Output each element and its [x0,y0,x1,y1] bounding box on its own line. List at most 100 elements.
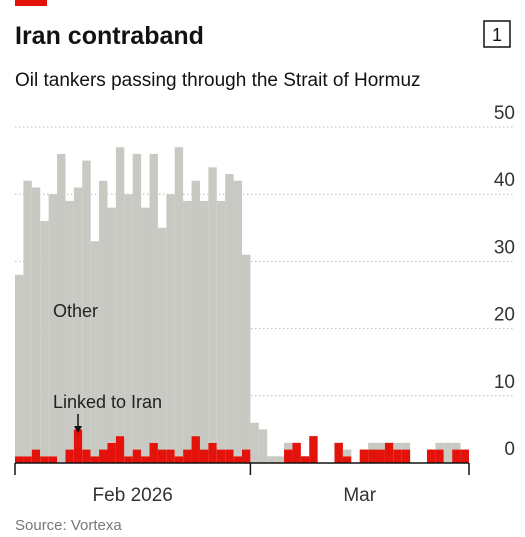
bar-segment [191,436,200,463]
bar-segment [460,449,469,463]
bar-segment [23,456,32,463]
bar-segment [82,160,91,450]
bar-segment [376,442,385,450]
bar-segment [393,442,402,450]
bar-segment [166,194,175,450]
bar-segment [166,449,175,463]
source: Source: Vortexa [15,517,122,534]
bar-segment [149,153,158,443]
y-tick-label: 10 [494,372,515,393]
bar-segment [174,147,184,457]
bar-segment [73,187,83,430]
bar-segment [300,456,310,463]
bar-segment [65,449,74,463]
series-label: Linked to Iran [53,392,162,412]
annotation-arrowhead [74,426,82,433]
bar-segment [242,449,251,463]
bar-segment [401,442,411,450]
bar-segment [376,449,385,463]
bar-segment [124,456,133,463]
x-tick-label: Feb 2026 [93,485,173,506]
bar-segment [275,456,285,463]
bar-segment [174,456,184,463]
bar-segment [284,442,293,450]
chart-title: Iran contraband [15,22,204,50]
bar-segment [368,442,377,450]
bar-segment [267,456,276,463]
bar-segment [199,200,209,450]
bar-segment [216,449,226,463]
bar-segment [435,449,444,463]
bar-segment [124,194,133,457]
bar-segment [452,442,461,450]
bar-segment [359,449,369,463]
bar-segment [225,174,234,450]
bar-segment [132,449,142,463]
bar-segment [342,449,352,457]
bar-segment [199,449,209,463]
bar-segment [157,227,167,450]
y-tick-label: 50 [494,103,515,124]
bar-segment [384,442,394,463]
bar-segment [141,207,150,457]
bar-segment [99,449,108,463]
bar-segment [292,442,301,463]
bar-segment [15,456,24,463]
bar-segment [183,200,192,450]
chart-number-box [483,20,511,48]
bar-segment [216,200,226,450]
y-tick-label: 0 [504,439,515,460]
bar-segment [368,449,377,463]
bar-segment [107,207,116,443]
bar-segment [309,436,318,463]
bar-segment [452,449,461,463]
bar-segment [233,180,242,457]
bar-segment [183,449,192,463]
bar-segment [334,442,343,463]
y-tick-label: 20 [494,305,515,326]
bar-segment [107,442,116,463]
bar-segment [233,456,242,463]
bar-segment [149,442,158,463]
bar-segment [15,274,24,457]
brand-tag [15,0,47,6]
bar-segment [132,153,142,450]
bar-segment [342,456,352,463]
y-tick-label: 40 [494,170,515,191]
bar-segment [115,436,125,463]
bar-segment [284,449,293,463]
bar-segment [426,449,436,463]
bar-segment [48,456,58,463]
bar-segment [48,194,58,457]
bar-segment [141,456,150,463]
series-label: Other [53,301,98,321]
bar-segment [40,456,49,463]
bar-segment [443,442,453,463]
bar-segment [40,221,49,457]
bar-segment [401,449,411,463]
bar-segment [23,180,32,457]
bar-segment [73,429,83,463]
bar-segment [393,449,402,463]
bar-segment [208,442,217,463]
bar-segment [225,449,234,463]
bar-segment [31,187,41,450]
bar-segment [31,449,41,463]
bar-segment [65,200,74,450]
chart-subtitle: Oil tankers passing through the Strait o… [15,70,421,91]
bar-segment [90,456,100,463]
bar-segment [191,180,200,437]
bar-segment [57,153,66,463]
y-tick-label: 30 [494,237,515,258]
chart-number: 1 [492,25,502,45]
bar-segment [99,180,108,450]
bar-segment [208,167,217,443]
bar-segment [242,254,251,450]
bar-segment [157,449,167,463]
bar-segment [115,147,125,437]
bar-segment [258,429,268,463]
bar-segment [90,241,100,457]
bar-segment [82,449,91,463]
bar-segment [250,422,259,463]
